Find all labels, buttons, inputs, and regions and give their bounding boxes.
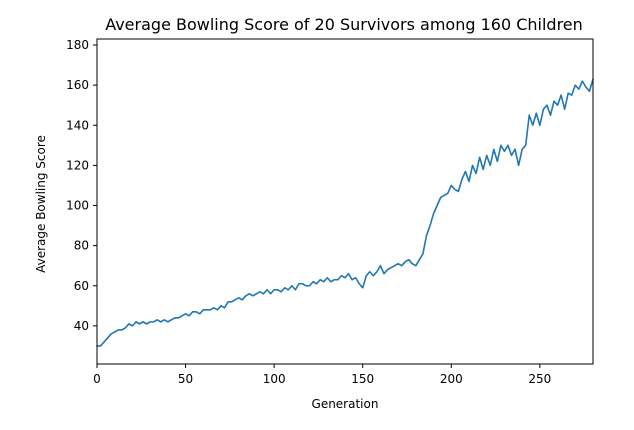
- series-line-0: [96, 78, 594, 347]
- x-tick-label-200: 200: [440, 372, 463, 386]
- x-axis: 0 50 100 150 200 250: [93, 364, 551, 386]
- x-axis-label: Generation: [312, 397, 379, 411]
- y-tick-label-140: 140: [66, 118, 89, 132]
- y-tick-label-180: 180: [66, 38, 89, 52]
- y-axis-label: Average Bowling Score: [34, 135, 48, 273]
- x-tick-label-100: 100: [263, 372, 286, 386]
- series-layer: [96, 78, 594, 347]
- y-tick-label-160: 160: [66, 78, 89, 92]
- x-tick-label-250: 250: [528, 372, 551, 386]
- plot-frame: [96, 38, 594, 365]
- y-tick-label-40: 40: [74, 319, 89, 333]
- y-tick-label-120: 120: [66, 158, 89, 172]
- x-tick-label-150: 150: [351, 372, 374, 386]
- x-tick-label-0: 0: [93, 372, 101, 386]
- y-tick-label-80: 80: [74, 239, 89, 253]
- y-tick-label-60: 60: [74, 279, 89, 293]
- y-tick-label-100: 100: [66, 199, 89, 213]
- y-axis: 40 60 80 100 120 140 160 180: [66, 38, 97, 333]
- x-tick-label-50: 50: [178, 372, 193, 386]
- plot-area: 0 50 100 150 200 250 40 60 80 100 120 140 160 180: [66, 38, 594, 386]
- chart-title: Average Bowling Score of 20 Survivors am…: [105, 15, 583, 34]
